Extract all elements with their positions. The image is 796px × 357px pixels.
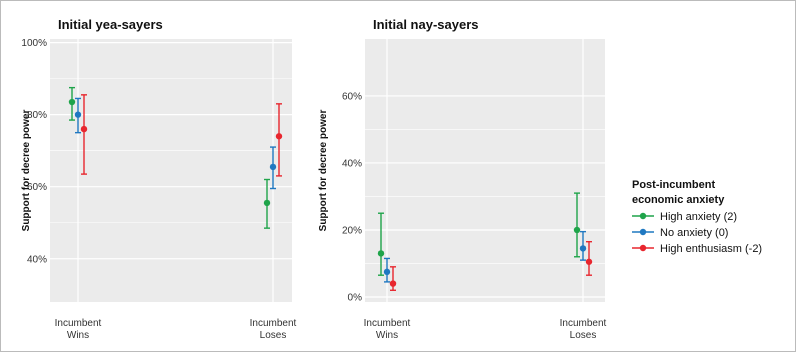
x-tick-label: Incumbent Wins — [364, 318, 411, 341]
legend-key-point — [639, 244, 647, 252]
y-tick-label: 80% — [27, 110, 47, 121]
error-bar-high-anxiety-2--1 — [68, 86, 76, 121]
y-tick-label: 0% — [348, 292, 363, 303]
y-tick-label: 40% — [27, 254, 47, 265]
x-tick-label-line: Incumbent — [55, 318, 102, 329]
y-tick-label: 100% — [21, 38, 47, 49]
legend-label: High enthusiasm (-2) — [660, 243, 762, 255]
x-tick-label-line: Wins — [67, 330, 89, 341]
x-tick-label: Incumbent Loses — [250, 318, 297, 341]
x-tick-label-line: Loses — [570, 330, 597, 341]
data-point — [74, 111, 82, 118]
error-bar-high-anxiety-2--2 — [263, 178, 271, 229]
error-bar-high-anxiety-2--1 — [377, 212, 385, 276]
data-point — [389, 280, 397, 287]
error-bar-no-anxiety-0--2 — [269, 146, 277, 190]
plot-background — [50, 39, 292, 302]
data-point — [275, 133, 283, 140]
x-tick-label-line: Incumbent — [364, 318, 411, 329]
data-point — [573, 226, 581, 234]
legend-title-line-1: Post-incumbent — [632, 179, 715, 191]
x-tick-label-line: Incumbent — [560, 318, 607, 329]
x-tick-label-line: Incumbent — [250, 318, 297, 329]
error-bar-high-enthusiasm-2--1 — [389, 266, 397, 291]
legend: Post-incumbent economic anxiety High anxie… — [632, 179, 762, 255]
y-tick-label: 60% — [342, 91, 362, 102]
error-bar-high-enthusiasm-2--2 — [275, 103, 283, 177]
legend-label: High anxiety (2) — [660, 211, 737, 223]
data-point — [377, 250, 385, 257]
legend-key-point — [639, 212, 647, 220]
y-axis-title: Support for decree power — [21, 110, 32, 232]
y-tick-label: 60% — [27, 182, 47, 193]
legend-item: High anxiety (2) — [632, 211, 737, 223]
panel-title: Initial yea-sayers — [58, 17, 163, 32]
error-bar-high-enthusiasm-2--2 — [585, 240, 593, 276]
x-tick-label: Incumbent Loses — [560, 318, 607, 341]
x-tick-label-line: Wins — [376, 330, 398, 341]
data-point — [68, 98, 76, 106]
data-point — [263, 199, 271, 207]
error-bar-no-anxiety-0--1 — [383, 257, 391, 283]
legend-item: High enthusiasm (-2) — [632, 243, 762, 255]
data-point — [585, 258, 593, 265]
data-point — [80, 125, 88, 133]
x-tick-label: Incumbent Wins — [55, 318, 102, 341]
panel-title: Initial nay-sayers — [373, 17, 479, 32]
error-bar-high-enthusiasm-2--1 — [80, 94, 88, 175]
data-point — [269, 163, 277, 171]
x-tick-label-line: Loses — [260, 330, 287, 341]
error-bar-no-anxiety-0--2 — [579, 230, 587, 261]
error-bar-high-anxiety-2--2 — [573, 192, 581, 258]
legend-label: No anxiety (0) — [660, 227, 728, 239]
plot-background — [365, 39, 605, 302]
data-point — [383, 268, 391, 276]
y-tick-label: 20% — [342, 225, 362, 236]
error-bar-no-anxiety-0--1 — [74, 97, 82, 134]
legend-title-line-2: economic anxiety — [632, 194, 725, 206]
data-point — [579, 245, 587, 252]
y-axis-title: Support for decree power — [318, 110, 329, 232]
y-tick-label: 40% — [342, 158, 362, 169]
legend-key-point — [639, 228, 647, 236]
legend-item: No anxiety (0) — [632, 227, 728, 239]
